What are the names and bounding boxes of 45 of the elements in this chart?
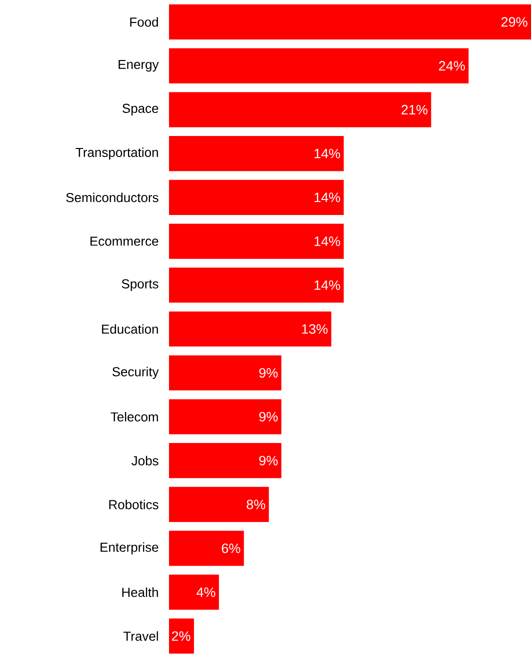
- data-label: 8%: [246, 500, 266, 510]
- bar: [168, 355, 282, 390]
- data-label: 14%: [314, 280, 340, 290]
- bar: [168, 443, 282, 478]
- data-label: 29%: [501, 17, 528, 27]
- y-tick-label: Robotics: [109, 500, 158, 510]
- data-label: 13%: [302, 324, 328, 334]
- data-label: 24%: [439, 61, 465, 71]
- bar: [168, 268, 344, 303]
- bar: [168, 92, 432, 128]
- data-label: 14%: [314, 148, 340, 158]
- bar: [168, 574, 219, 610]
- data-label: 21%: [402, 104, 428, 114]
- y-tick-label: Ecommerce: [90, 236, 158, 246]
- bar: [168, 136, 344, 172]
- y-tick-label: Education: [102, 324, 158, 334]
- data-label: 14%: [314, 236, 340, 246]
- data-label: 6%: [222, 544, 240, 554]
- y-tick-label: Food: [130, 17, 158, 27]
- bar: [168, 486, 269, 522]
- y-tick-label: Security: [112, 366, 159, 379]
- y-tick-label: Transportation: [76, 147, 158, 160]
- data-label: 2%: [172, 631, 190, 641]
- bar: [168, 180, 344, 215]
- bar: [168, 311, 332, 347]
- bar: [168, 530, 244, 566]
- data-label: 9%: [259, 412, 278, 422]
- y-tick-label: Jobs: [132, 456, 158, 466]
- y-tick-label: Semiconductors: [66, 192, 158, 202]
- y-tick-label: Sports: [122, 279, 158, 292]
- bar: [168, 618, 194, 654]
- y-tick-label: Telecom: [110, 412, 158, 422]
- data-label: 14%: [314, 192, 340, 202]
- y-tick-label: Energy: [118, 60, 159, 72]
- bar: [168, 399, 282, 434]
- bar: [168, 4, 531, 40]
- y-tick-label: Space: [122, 104, 158, 116]
- data-label: 4%: [196, 587, 216, 597]
- y-tick-label: Travel: [123, 631, 158, 641]
- bar: [168, 224, 344, 259]
- data-label: 9%: [259, 368, 278, 378]
- y-tick-label: Enterprise: [100, 542, 158, 554]
- y-tick-label: Health: [122, 587, 158, 597]
- bar: [168, 48, 469, 84]
- data-label: 9%: [259, 456, 278, 466]
